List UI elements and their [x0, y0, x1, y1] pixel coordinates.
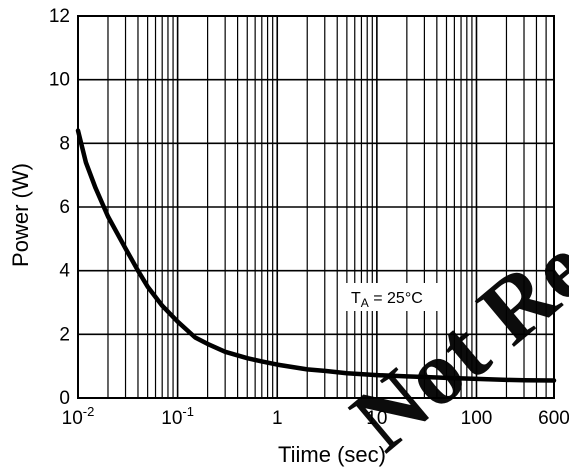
ambient-temperature-annotation: TA = 25°C — [351, 290, 423, 310]
y-tick-label: 10 — [49, 70, 70, 91]
y-tick-label: 12 — [49, 6, 70, 27]
power-curve — [75, 128, 557, 383]
y-tick-label: 4 — [59, 261, 70, 282]
x-axis-title: Tiime (sec) — [278, 442, 386, 467]
x-tick-label: 10 — [366, 408, 387, 429]
y-tick-label: 0 — [59, 388, 70, 409]
x-tick-label: 10-1 — [161, 404, 194, 429]
x-tick-label: 600 — [538, 408, 569, 429]
tick-labels: 0 2 4 6 8 10 12 10-2 10-1 1 10 100 600 — [49, 6, 569, 429]
series-layer — [75, 128, 557, 383]
annotation-rest: = 25°C — [369, 290, 423, 307]
y-tick-label: 2 — [59, 324, 70, 345]
annotation-t: T — [351, 290, 361, 307]
plot-frame — [77, 15, 555, 399]
y-axis-title: Power (W) — [8, 163, 33, 267]
annotation-box — [345, 283, 443, 311]
y-tick-label: 6 — [59, 197, 70, 218]
y-tick-label: 8 — [59, 133, 70, 154]
x-tick-label: 100 — [461, 408, 493, 429]
annotation-subscript: A — [361, 296, 369, 310]
x-tick-label: 10-2 — [62, 404, 95, 429]
x-tick-label: 1 — [272, 408, 283, 429]
